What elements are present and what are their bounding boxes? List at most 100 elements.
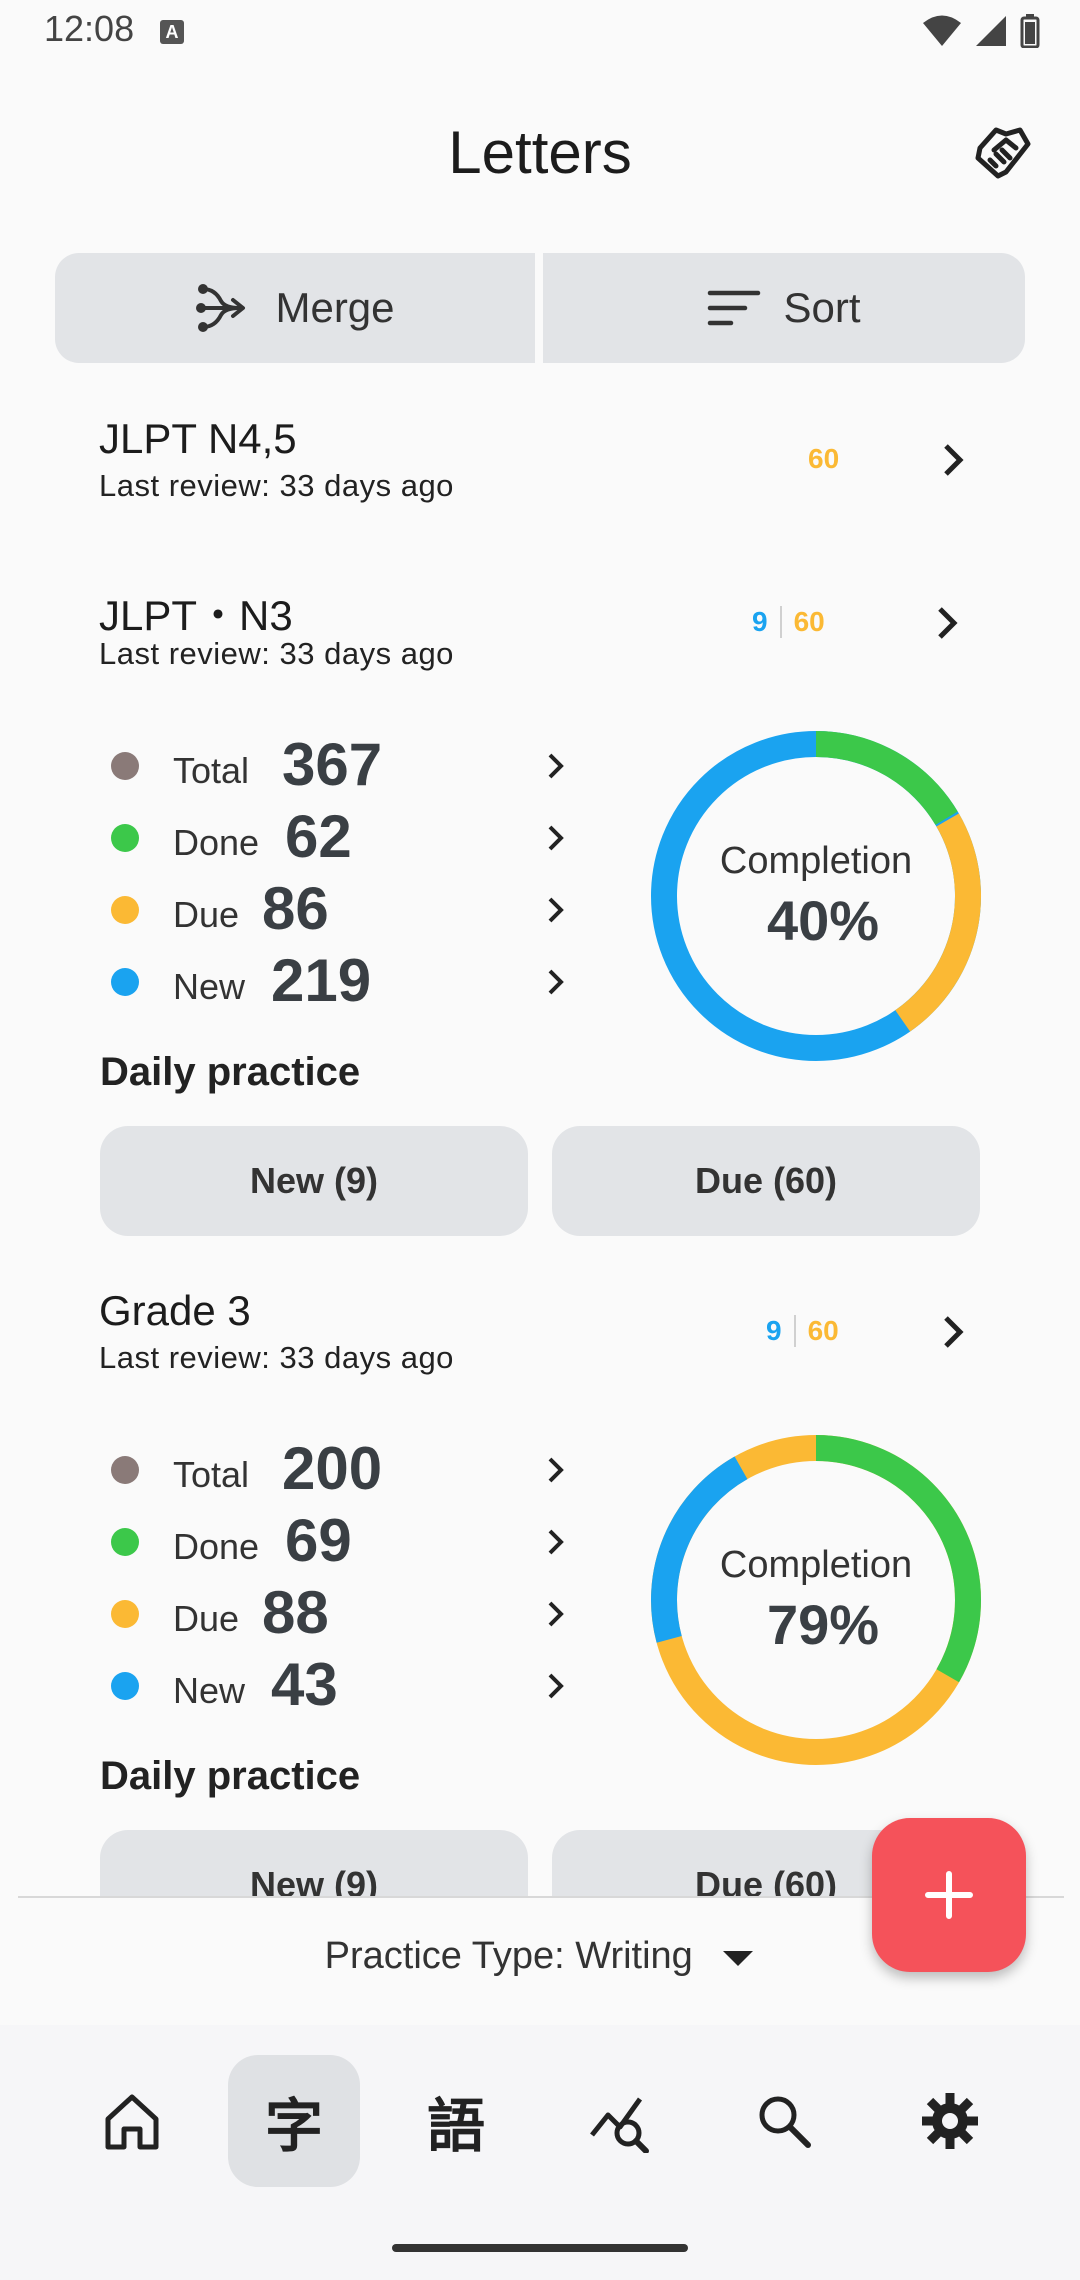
due-count: 60 — [808, 443, 840, 474]
daily-practice-heading: Daily practice — [100, 1754, 361, 1798]
chevron-right-icon[interactable] — [540, 750, 572, 782]
merge-icon — [196, 284, 246, 332]
practice-due-button[interactable]: Due (60) — [552, 1126, 980, 1236]
practice-new-button[interactable]: New (9) — [100, 1126, 528, 1236]
notification-a-icon: A — [160, 20, 184, 44]
total-value: 367 — [282, 731, 383, 798]
total-value: 200 — [282, 1435, 383, 1502]
chevron-right-icon[interactable] — [540, 1598, 572, 1630]
deck-title[interactable]: Grade 3 — [99, 1287, 251, 1334]
total-label: Total — [173, 1454, 250, 1495]
nav-stats[interactable] — [556, 2055, 688, 2187]
chevron-right-icon[interactable] — [540, 822, 572, 854]
new-value: 43 — [271, 1651, 338, 1718]
due-dot — [111, 1600, 139, 1628]
settings-icon — [922, 2093, 978, 2149]
sort-button[interactable]: Sort — [543, 253, 1025, 363]
donut-due-arc — [651, 731, 981, 1061]
plus-icon — [925, 1871, 973, 1919]
done-label: Done — [173, 822, 260, 863]
words-icon: 語 — [426, 2092, 485, 2160]
status-time: 12:08 — [44, 8, 135, 49]
sort-icon — [708, 290, 761, 326]
merge-label: Merge — [275, 284, 395, 331]
done-value: 62 — [285, 803, 352, 870]
total-label: Total — [173, 750, 250, 791]
chevron-right-icon[interactable] — [540, 894, 572, 926]
chevron-right-icon[interactable] — [928, 603, 968, 643]
due-label: Due — [173, 894, 240, 935]
deck-last-review: Last review: 33 days ago — [99, 636, 454, 671]
new-count: 9 — [766, 1315, 782, 1346]
stats-icon — [590, 2097, 649, 2153]
nav-words[interactable]: 語 — [390, 2055, 522, 2187]
due-count: 60 — [793, 606, 825, 637]
completion-percent: 40% — [766, 889, 880, 952]
practice-new-button[interactable]: New (9) — [100, 1830, 528, 1896]
due-label: Due — [173, 1598, 240, 1639]
completion-donut — [651, 731, 981, 1061]
practice-type-selector[interactable]: Practice Type: Writing — [0, 1935, 1080, 1978]
due-count: 60 — [807, 1315, 839, 1346]
nav-home[interactable] — [66, 2055, 198, 2187]
dropdown-arrow-icon — [723, 1950, 754, 1966]
due-value: 86 — [262, 875, 329, 942]
divider — [18, 1896, 1064, 1898]
chevron-right-icon[interactable] — [540, 1454, 572, 1486]
deck-counts: 9 60 — [766, 1315, 839, 1347]
count-separator — [793, 1315, 796, 1347]
completion-label: Completion — [719, 1544, 913, 1586]
donut-new-arc — [651, 1435, 981, 1765]
new-dot — [111, 968, 139, 996]
chevron-right-icon[interactable] — [540, 1670, 572, 1702]
nav-letters[interactable]: 字 — [228, 2055, 360, 2187]
deck-title[interactable]: JLPT N4,5 — [99, 415, 297, 462]
deck-counts: 60 — [808, 443, 839, 475]
nav-settings[interactable] — [884, 2055, 1016, 2187]
donut-done-arc — [651, 1435, 981, 1765]
chevron-right-icon[interactable] — [540, 1526, 572, 1558]
new-label: New — [173, 1670, 246, 1711]
deck-title[interactable]: JLPT・N3 — [99, 592, 293, 639]
new-dot — [111, 1672, 139, 1700]
daily-practice-heading: Daily practice — [100, 1050, 361, 1094]
practice-type-label: Practice Type: Writing — [324, 1935, 693, 1977]
due-value: 88 — [262, 1579, 329, 1646]
count-separator — [779, 606, 782, 638]
chevron-right-icon[interactable] — [540, 966, 572, 998]
bottom-navigation — [0, 2025, 1080, 2280]
new-value: 219 — [271, 947, 372, 1014]
handshake-icon[interactable] — [970, 120, 1034, 184]
done-dot — [111, 1528, 139, 1556]
completion-percent: 79% — [766, 1593, 880, 1656]
chevron-right-icon[interactable] — [934, 440, 974, 480]
completion-donut — [651, 1435, 981, 1765]
done-value: 69 — [285, 1507, 352, 1574]
search-icon — [759, 2096, 811, 2148]
wifi-icon — [923, 15, 961, 46]
total-dot — [111, 1456, 139, 1484]
sort-label: Sort — [783, 284, 861, 331]
new-count: 9 — [752, 606, 768, 637]
deck-counts: 9 60 — [752, 606, 825, 638]
deck-last-review: Last review: 33 days ago — [99, 1340, 454, 1375]
page-title: Letters — [448, 119, 632, 186]
total-dot — [111, 752, 139, 780]
home-icon — [105, 2094, 159, 2150]
completion-label: Completion — [719, 840, 913, 882]
nav-search[interactable] — [718, 2055, 850, 2187]
gesture-home-bar[interactable] — [392, 2244, 688, 2252]
done-label: Done — [173, 1526, 260, 1567]
deck-last-review: Last review: 33 days ago — [99, 468, 454, 503]
status-icons — [922, 14, 1040, 48]
chevron-right-icon[interactable] — [934, 1312, 974, 1352]
add-deck-button[interactable] — [872, 1818, 1026, 1972]
donut-done-arc — [651, 731, 981, 1061]
done-dot — [111, 824, 139, 852]
battery-icon — [1020, 14, 1040, 48]
letters-icon: 字 — [264, 2092, 323, 2160]
new-label: New — [173, 966, 246, 1007]
signal-icon — [976, 16, 1006, 46]
merge-button[interactable]: Merge — [55, 253, 535, 363]
due-dot — [111, 896, 139, 924]
